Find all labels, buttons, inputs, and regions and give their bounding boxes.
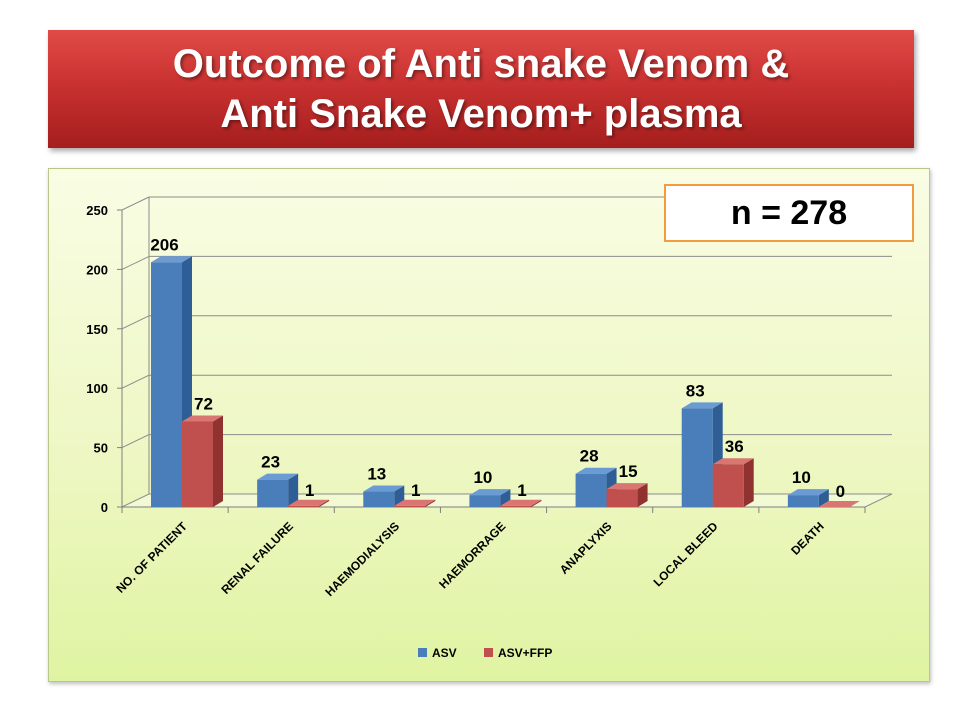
bar-front [469,495,501,507]
bar-front [151,262,182,507]
gridline-depth [121,315,150,330]
sample-size-box: n = 278 [664,184,914,242]
bar-front [182,421,213,507]
bar-front [288,505,320,507]
bar-asv-ffp [182,415,223,507]
bar-top [363,485,405,492]
bar-top [151,256,192,263]
y-tick-label: 250 [86,203,108,218]
bar-top [606,483,648,490]
gridline-depth [121,434,150,449]
bar-front [500,505,532,507]
y-tick-label: 50 [94,441,108,456]
bar-top [712,458,754,465]
bar-asv [363,485,405,507]
x-tick-label: LOCAL BLEED [651,519,721,589]
data-label: 1 [411,481,420,500]
legend-swatch [418,648,427,657]
bar-front [712,464,744,507]
bar-front [257,479,289,507]
x-tick-label: HAEMODIALYSIS [322,519,402,599]
legend: ASV ASV+FFP [418,646,552,660]
data-label: 23 [261,453,280,472]
data-label: 36 [725,437,744,456]
bar-asv-ffp [606,483,648,507]
title-banner: Outcome of Anti snake Venom & Anti Snake… [48,30,914,148]
bar-side [637,483,648,507]
legend-label: ASV [432,646,457,660]
bar-side [818,489,829,507]
bar-asv-ffp [394,499,436,507]
legend-label: ASV+FFP [498,646,552,660]
bar-front [394,505,426,507]
bar-side [531,499,542,507]
x-tick-label: NO. OF PATIENT [113,519,190,596]
y-tick-label: 150 [86,322,108,337]
axes [121,197,893,513]
gridline-depth [121,374,150,389]
y-tick-label: 0 [101,500,108,515]
x-tick-label: RENAL FAILURE [218,519,296,597]
data-label: 13 [367,465,386,484]
bars: 206 72 23 1 13 1 10 1 28 15 83 36 10 0 [150,235,860,507]
bar-top [257,473,299,480]
bar-side [743,458,754,507]
gridline-depth [121,196,150,211]
data-label: 10 [473,468,492,487]
x-tick-label: DEATH [788,519,827,558]
slide-title-line-2: Anti Snake Venom+ plasma [220,92,742,136]
bar-front [606,489,638,507]
bar-asv-ffp [288,499,330,507]
x-axis-labels: NO. OF PATIENT RENAL FAILURE HAEMODIALYSIS… [113,519,826,599]
bar-asv [257,473,299,507]
bar-top [469,489,511,496]
data-label: 10 [792,468,811,487]
bar-front [575,473,607,507]
bar-top [500,499,542,506]
bar-front [787,495,819,507]
bar-front [363,491,395,507]
bar-side [500,489,511,507]
y-axis-ticks: 0 50 100 150 200 250 [86,203,122,515]
bar-top [575,467,617,474]
bar-top [394,499,436,506]
legend-swatch [484,648,493,657]
bar-asv-ffp [818,501,860,507]
sample-size-label: n = 278 [730,193,848,232]
x-tick-label: ANAPLYXIS [557,519,615,577]
bar-side [213,415,223,507]
bar-top [818,501,860,507]
bar-top [681,402,723,409]
data-label: 83 [686,381,705,400]
data-label: 1 [305,481,314,500]
y-tick-label: 100 [86,381,108,396]
gridline-depth [121,255,150,270]
bar-side [288,473,299,507]
data-label: 206 [150,235,178,254]
x-tick-label: HAEMORRAGE [436,519,508,591]
data-label: 0 [836,482,845,501]
data-label: 72 [194,394,213,413]
bar-asv-ffp [500,499,542,507]
data-label: 15 [619,462,638,481]
bar-front [681,408,713,507]
y-tick-label: 200 [86,262,108,277]
bar-top [288,499,330,506]
bar-top [182,415,223,422]
data-label: 1 [517,481,526,500]
bar-side [425,499,436,507]
bar-asv-ffp [712,458,754,507]
bar-asv [787,489,829,507]
data-label: 28 [580,447,599,466]
bar-top [787,489,829,496]
bar-side [319,499,330,507]
bar-asv [469,489,511,507]
slide-title-line-1: Outcome of Anti snake Venom & [172,42,790,86]
